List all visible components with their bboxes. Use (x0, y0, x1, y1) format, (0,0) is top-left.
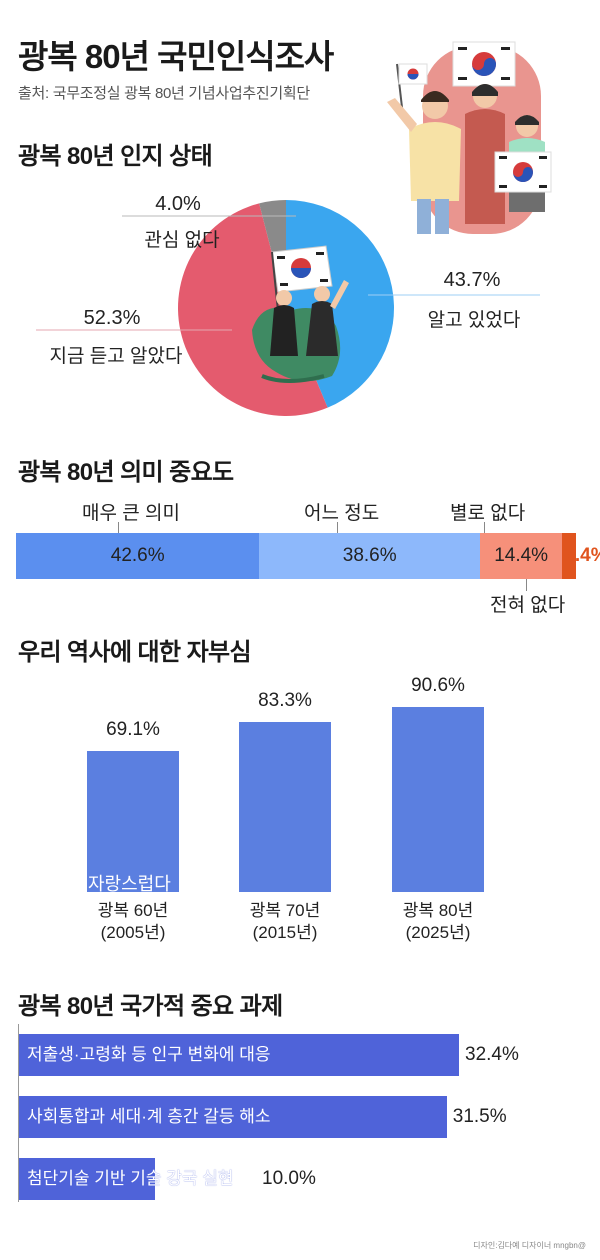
pride-category-3-name: 광복 80년 (402, 901, 474, 920)
pride-category-2-year: (2015년) (252, 923, 318, 942)
korean-flag-icon (398, 63, 428, 85)
meaning-segment-very (16, 533, 260, 579)
task-bar-1 (19, 1034, 459, 1076)
meaning-tick-very (118, 522, 119, 534)
tasks-axis-line (18, 1024, 19, 1202)
pride-category-1-name: 광복 60년 (97, 901, 169, 920)
meaning-segment-very-value: 42.6% (110, 545, 165, 566)
meaning-segment-none-value: 2.4% (564, 545, 600, 566)
awareness-pie-chart: 4.0% 관심 없다 52.3% 지금 듣고 알았다 43.7% 알고 있었다 (36, 193, 540, 416)
section-title-tasks: 광복 80년 국가적 중요 과제 (18, 993, 283, 1020)
meaning-category-very: 매우 큰 의미 (82, 503, 180, 524)
independence-illustration (252, 245, 349, 383)
pride-category-1-year: (2005년) (100, 923, 166, 942)
meaning-tick-some (337, 522, 338, 534)
slice-label-known: 알고 있었다 (428, 309, 521, 331)
meaning-tick-not-much (484, 522, 485, 534)
section-title-pride: 우리 역사에 대한 자부심 (18, 639, 252, 666)
credit-line: 디자인:김다예 디자이너 mngbn@ (473, 1241, 586, 1250)
pride-bar-1 (87, 750, 179, 892)
meaning-segment-some-value: 38.6% (342, 545, 397, 566)
slice-value-known: 43.7% (444, 269, 501, 291)
task-bar-2-label: 사회통합과 세대·계 층간 갈등 해소 (27, 1107, 271, 1126)
meaning-category-not-much: 별로 없다 (450, 503, 526, 524)
flag-people-illustration (387, 41, 552, 234)
task-bar-2 (19, 1096, 447, 1138)
meaning-stacked-bar-chart: 매우 큰 의미 어느 정도 별로 없다 42.6%38.6%14.4%2.4% … (16, 498, 600, 618)
slice-value-no-interest: 4.0% (155, 193, 201, 215)
task-bar-1-label: 저출생·고령화 등 인구 변화에 대응 (27, 1045, 271, 1064)
pride-bar-3-value: 90.6% (411, 675, 465, 696)
slice-label-just-learned: 지금 듣고 알았다 (50, 345, 183, 367)
tasks-bar-chart: 저출생·고령화 등 인구 변화에 대응 32.4% 사회통합과 세대·계 층간 갈등… (0, 1024, 600, 1204)
slice-value-just-learned: 52.3% (84, 307, 141, 329)
pride-category-3: 광복 80년 (2025년) (358, 900, 518, 944)
pride-category-2: 광복 70년 (2015년) (205, 900, 365, 944)
section-title-awareness: 광복 80년 인지 상태 (18, 143, 213, 170)
meaning-segment-none (562, 533, 576, 579)
pride-category-1: 광복 60년 (2005년) (53, 900, 213, 944)
meaning-segment-not-much-value: 14.4% (494, 545, 549, 566)
pride-bar-3 (392, 707, 484, 892)
task-bar-3 (19, 1158, 155, 1200)
pride-bar-2 (239, 721, 331, 892)
source-note: 출처: 국무조정실 광복 80년 기념사업추진기획단 (18, 85, 310, 102)
korean-flag-icon (452, 41, 516, 87)
meaning-category-some: 어느 정도 (304, 503, 380, 524)
page-title: 광복 80년 국민인식조사 (18, 38, 334, 75)
section-title-meaning: 광복 80년 의미 중요도 (18, 459, 234, 486)
pride-category-3-year: (2025년) (405, 923, 471, 942)
meaning-bar-track: 42.6% 38.6% 14.4% 2.4% (16, 533, 600, 579)
meaning-category-none: 전혀 없다 (490, 595, 566, 616)
task-bar-2-value: 31.5% (452, 1106, 507, 1127)
task-bar-3-value: 10.0% (262, 1168, 316, 1189)
meaning-tick-none (526, 579, 527, 591)
pride-bar-2-value: 83.3% (258, 689, 312, 711)
korean-flag-icon (271, 245, 333, 293)
slice-label-no-interest: 관심 없다 (144, 229, 219, 251)
pride-bar-1-value: 69.1% (106, 718, 160, 740)
meaning-segment-not-much (480, 533, 563, 579)
pride-category-2-name: 광복 70년 (249, 901, 321, 920)
korean-flag-icon (494, 151, 552, 193)
meaning-segment-some (259, 533, 480, 579)
pride-series-label: 자랑스럽다 (88, 874, 171, 894)
pride-bar-chart: 자랑스럽다 69.1% 광복 60년 (2005년) 83.3% 광복 70년 (2015… (0, 670, 600, 960)
task-bar-1-value: 32.4% (465, 1044, 519, 1065)
task-bar-3-label: 첨단기술 기반 기술 강국 실현 (27, 1158, 234, 1200)
